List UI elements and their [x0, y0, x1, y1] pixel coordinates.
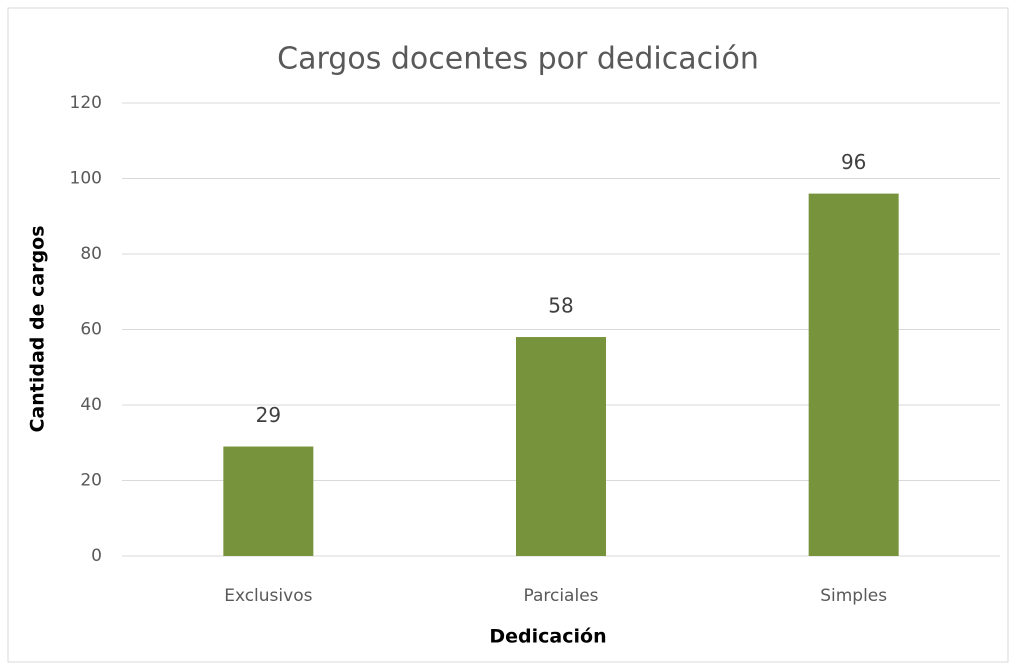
x-tick-label: Exclusivos — [224, 586, 312, 606]
data-label: 96 — [841, 150, 866, 174]
y-tick-label: 0 — [91, 546, 102, 566]
y-tick-label: 60 — [80, 320, 102, 340]
y-tick-label: 100 — [70, 169, 102, 189]
y-tick-label: 40 — [80, 395, 102, 415]
x-tick-label: Parciales — [523, 586, 598, 606]
x-axis-label: Dedicación — [489, 626, 606, 648]
bar — [808, 193, 899, 556]
y-tick-label: 120 — [70, 93, 102, 113]
y-tick-label: 80 — [80, 244, 102, 264]
data-label: 29 — [256, 403, 281, 427]
y-tick-label: 20 — [80, 471, 102, 491]
y-axis-label: Cantidad de cargos — [27, 225, 49, 432]
chart-title: Cargos docentes por dedicación — [277, 42, 759, 77]
bar — [516, 337, 606, 556]
x-tick-label: Simples — [820, 586, 887, 606]
bar — [223, 446, 314, 556]
data-label: 58 — [548, 294, 573, 318]
